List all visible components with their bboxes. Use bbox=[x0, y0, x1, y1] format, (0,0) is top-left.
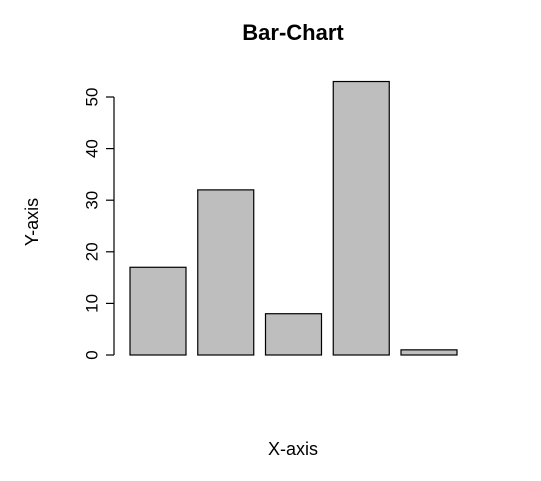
y-tick-label-40: 40 bbox=[82, 139, 101, 158]
y-tick-label-20: 20 bbox=[82, 242, 101, 261]
y-axis: 0 10 20 30 40 50 bbox=[82, 88, 115, 360]
x-axis-label: X-axis bbox=[268, 439, 318, 459]
y-tick-label-30: 30 bbox=[82, 191, 101, 210]
bar-3 bbox=[264, 313, 323, 356]
chart-title: Bar-Chart bbox=[242, 20, 344, 45]
y-axis-label: Y-axis bbox=[22, 198, 42, 246]
y-tick-label-10: 10 bbox=[82, 294, 101, 313]
bar-1 bbox=[129, 266, 187, 356]
bar-5 bbox=[400, 349, 458, 356]
bar-2 bbox=[197, 189, 255, 356]
y-tick-label-50: 50 bbox=[82, 88, 101, 107]
bars-group bbox=[129, 80, 458, 356]
y-tick-label-0: 0 bbox=[82, 350, 101, 359]
bar-4 bbox=[332, 80, 390, 356]
